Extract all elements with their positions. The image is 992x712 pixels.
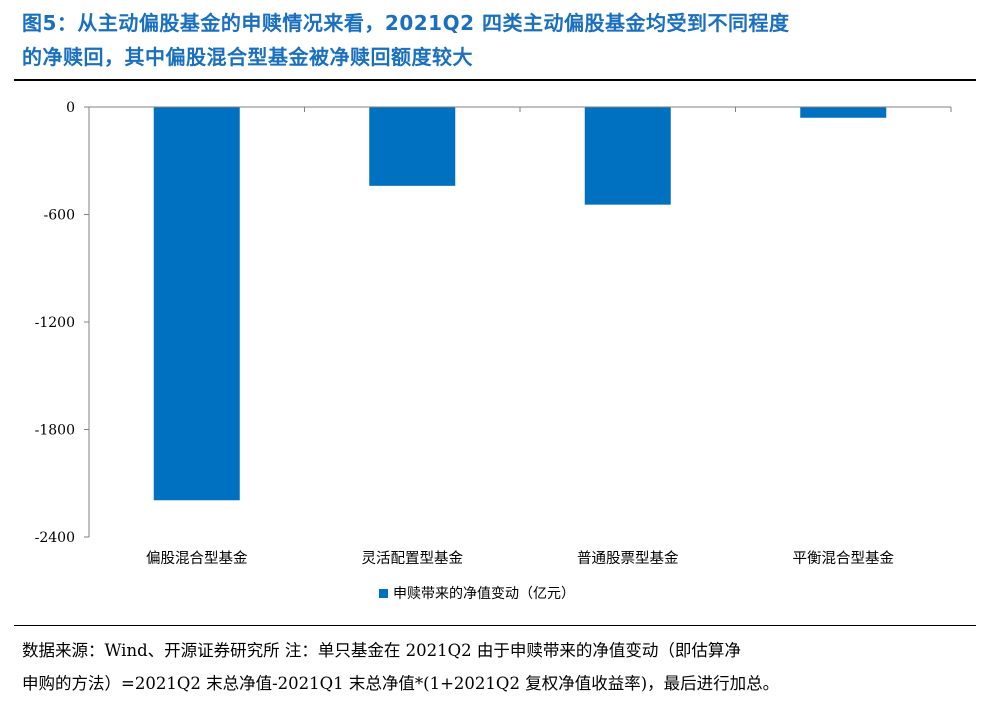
x-category-label: 偏股混合型基金 (146, 550, 248, 567)
legend-label: 申赎带来的净值变动（亿元） (393, 585, 575, 602)
figure-title: 图5：从主动偏股基金的申赎情况来看，2021Q2 四类主动偏股基金均受到不同程度… (22, 6, 977, 74)
bar-2 (369, 107, 456, 186)
y-tick-label: -1200 (35, 315, 75, 331)
y-tick-label: -600 (44, 208, 75, 224)
figure-title-line-2: 的净赎回，其中偏股混合型基金被净赎回额度较大 (22, 45, 473, 69)
y-tick-label: -2400 (35, 530, 75, 546)
bar-1 (153, 107, 240, 501)
bar-chart: 0 -600 -1200 -1800 -2400 偏股混合型基金 灵活配置型基金 普通股票型基… (35, 100, 952, 602)
footer-divider (14, 625, 976, 626)
bar-3 (584, 107, 671, 205)
source-note-line-2: 申购的方法）=2021Q2 末总净值-2021Q1 末总净值*(1+2021Q2… (22, 674, 780, 693)
source-note: 数据来源：Wind、开源证券研究所 注：单只基金在 2021Q2 由于申赎带来的… (22, 634, 977, 700)
title-divider (14, 79, 976, 81)
y-tick-label: -1800 (35, 423, 75, 439)
figure-title-line-1: 图5：从主动偏股基金的申赎情况来看，2021Q2 四类主动偏股基金均受到不同程度 (22, 11, 790, 35)
y-tick-label: 0 (66, 100, 75, 116)
legend-swatch (379, 589, 388, 598)
x-category-label: 平衡混合型基金 (793, 550, 895, 567)
x-category-label: 普通股票型基金 (577, 550, 679, 567)
bar-4 (800, 107, 887, 118)
source-note-line-1: 数据来源：Wind、开源证券研究所 注：单只基金在 2021Q2 由于申赎带来的… (22, 641, 741, 660)
x-category-label: 灵活配置型基金 (362, 550, 464, 567)
